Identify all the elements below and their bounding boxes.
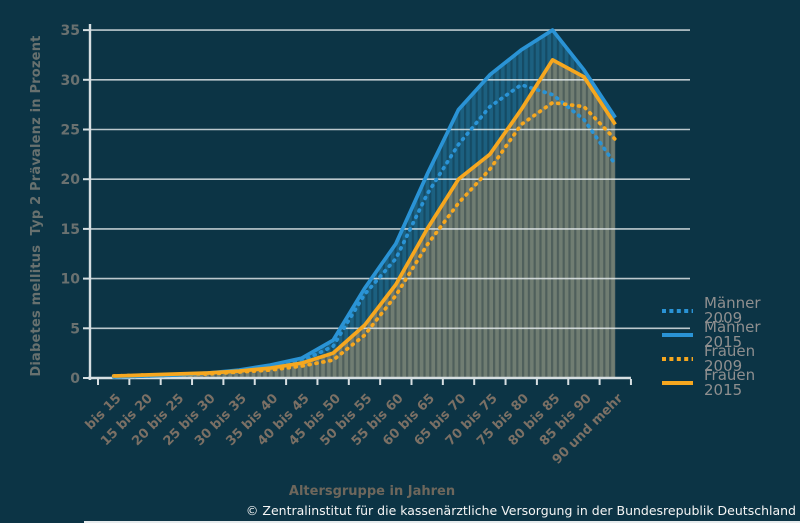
legend-item-maenner-2015: Männer 2015: [660, 318, 798, 351]
footer-border-line: [84, 521, 800, 523]
legend-label: Männer 2015: [704, 318, 761, 351]
legend: Männer 2009 Männer 2015 Frauen 2009 Frau…: [660, 294, 798, 399]
y-tick-labels: 0 5 10 15 20 25 30 35: [61, 23, 81, 387]
legend-label: Frauen 2009: [704, 342, 756, 375]
legend-marker-frauen-2015: [662, 381, 693, 385]
svg-text:25: 25: [61, 123, 80, 139]
copyright-notice: © Zentralinstitut für die kassenärztlich…: [0, 503, 796, 518]
copyright-text: © Zentralinstitut für die kassenärztlich…: [245, 503, 796, 518]
svg-text:10: 10: [61, 272, 81, 288]
area-frauen-2015: [113, 59, 616, 379]
legend-marker-frauen-2009: [662, 357, 693, 361]
legend-item-maenner-2009: Männer 2009: [660, 294, 798, 327]
gridlines: [90, 29, 690, 330]
legend-item-frauen-2009: Frauen 2009: [660, 342, 798, 375]
axes: [83, 24, 632, 385]
svg-text:15: 15: [61, 222, 80, 238]
y-axis-title: Diabetes mellitus Typ 2 Prävalenz in Pro…: [29, 35, 44, 377]
legend-item-frauen-2015: Frauen 2015: [660, 366, 798, 399]
svg-text:30: 30: [61, 73, 81, 89]
svg-text:0: 0: [70, 371, 80, 387]
x-axis-title: Altersgruppe in Jahren: [288, 484, 456, 499]
svg-text:20: 20: [61, 172, 81, 188]
legend-label: Männer 2009: [704, 294, 761, 327]
svg-text:5: 5: [70, 321, 80, 337]
legend-marker-maenner-2015: [662, 333, 693, 337]
legend-marker-maenner-2009: [662, 309, 693, 313]
svg-text:35: 35: [61, 23, 80, 39]
legend-label: Frauen 2015: [704, 366, 756, 399]
line-frauen-2015: [113, 58, 617, 378]
